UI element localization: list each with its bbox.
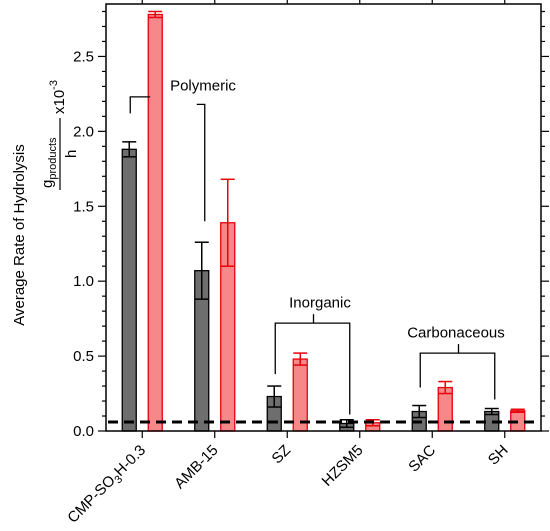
y-tick-label: 1.5 xyxy=(73,198,94,215)
error-bar-s1-2 xyxy=(267,385,282,408)
bars-layer xyxy=(121,13,526,432)
y-axis-title-numerator: gproducts xyxy=(39,137,59,188)
bar-s1-0 xyxy=(121,148,137,432)
x-tick-label: HZSM5 xyxy=(319,442,367,490)
error-bar-s2-5 xyxy=(510,408,525,414)
x-tick-label: SAC xyxy=(405,442,439,476)
x-tick-label: SZ xyxy=(269,442,295,468)
y-axis-title-line1: Average Rate of Hydrolysis xyxy=(11,144,28,325)
annotation-inorganic: Inorganic xyxy=(274,295,351,415)
error-bar-s2-0 xyxy=(148,10,163,19)
error-bar-s2-4 xyxy=(438,380,453,395)
error-bar-s2-1 xyxy=(220,178,235,267)
bar-s2-0 xyxy=(147,13,163,432)
error-bar-s1-3 xyxy=(339,419,354,429)
y-tick-label: 0.5 xyxy=(73,348,94,365)
bar-s2-2 xyxy=(292,358,308,432)
y-tick-label: 1.0 xyxy=(73,273,94,290)
y-tick-label: 2.0 xyxy=(73,123,94,140)
annotation-polymeric-label: Polymeric xyxy=(170,77,236,94)
annotation-inorganic-label: Inorganic xyxy=(289,295,351,312)
x-tick-label: CMP-SO3H-0.3 xyxy=(64,442,151,529)
y-tick-label: 0.0 xyxy=(73,423,94,440)
annotation-carbonaceous: Carbonaceous xyxy=(407,325,505,400)
annotation-layer: Polymeric Inorganic Carbonaceous xyxy=(129,77,505,415)
y-axis-title: Average Rate of Hydrolysis gproducts h x… xyxy=(11,80,80,326)
error-bar-s1-5 xyxy=(484,407,499,416)
plot-frame xyxy=(105,3,542,432)
annotation-polymeric: Polymeric xyxy=(129,77,236,222)
x-tick-label: SH xyxy=(485,442,512,469)
annotation-carbonaceous-label: Carbonaceous xyxy=(407,325,505,342)
error-bar-s1-4 xyxy=(412,404,427,419)
y-axis: 0.0 0.5 1.0 1.5 2.0 2.5 xyxy=(73,10,549,440)
error-bar-s1-1 xyxy=(194,241,209,300)
error-bar-s1-0 xyxy=(122,141,137,158)
y-tick-label: 2.5 xyxy=(73,48,94,65)
y-axis-title-multiplier: x10-3 xyxy=(48,80,68,114)
error-bars-layer xyxy=(122,10,525,429)
error-bar-s2-2 xyxy=(293,352,308,366)
x-tick-label: AMB-15 xyxy=(171,442,221,492)
y-axis-title-denominator: h xyxy=(63,150,80,158)
